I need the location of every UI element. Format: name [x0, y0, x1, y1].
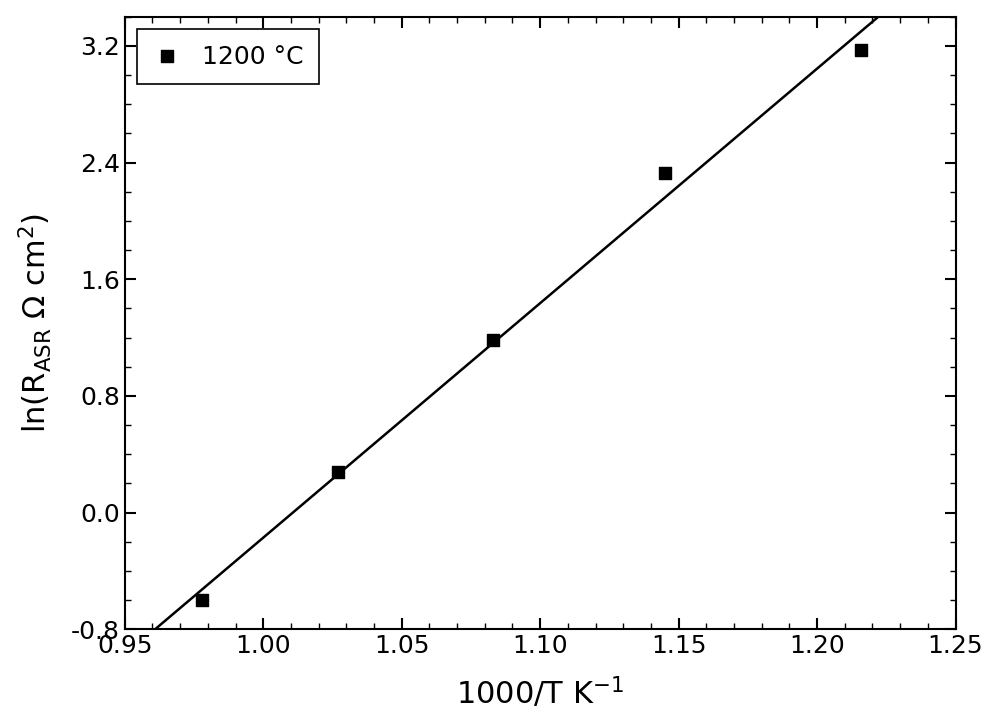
Y-axis label: ln(R$_{\rm ASR}$ $\Omega$ cm$^2$): ln(R$_{\rm ASR}$ $\Omega$ cm$^2$) — [17, 213, 54, 433]
1200 °C — [485, 334, 501, 346]
Legend: 1200 °C: 1200 °C — [137, 29, 319, 84]
1200 °C — [194, 594, 210, 606]
X-axis label: 1000/T K$^{-1}$: 1000/T K$^{-1}$ — [456, 675, 624, 710]
1200 °C — [657, 167, 673, 179]
1200 °C — [853, 44, 869, 56]
1200 °C — [330, 466, 346, 478]
